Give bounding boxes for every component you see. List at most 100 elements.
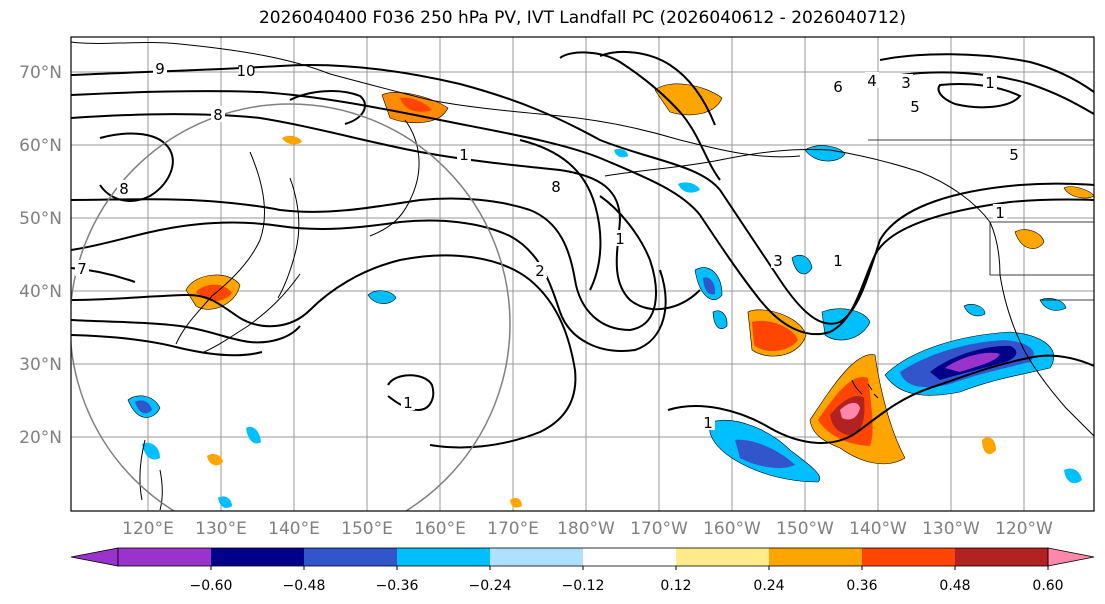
lat-tick-label: 50°N (19, 209, 62, 229)
contour-label: 1 (703, 414, 713, 432)
colorbar-tick-label: 0.12 (660, 578, 691, 594)
shade-negative-strong (735, 439, 795, 469)
contour-label: 1 (985, 74, 995, 92)
lat-tick-label: 60°N (19, 136, 62, 156)
contour-label: 7 (77, 260, 87, 278)
lon-tick-label: 120°E (122, 519, 174, 539)
pv-contour (71, 64, 1094, 325)
aleutians (604, 148, 831, 177)
shade-negative (712, 310, 728, 329)
pv-contour (71, 195, 657, 332)
contour-label: 9 (155, 60, 165, 78)
map-frame (70, 36, 1095, 512)
contour-label-bg (993, 204, 1007, 220)
colorbar-tick-label: 0.48 (939, 578, 970, 594)
pv-contour (71, 319, 301, 344)
pv-contour (71, 113, 701, 311)
contour-label-bg (75, 260, 89, 276)
colorbar-tick-label: 0.60 (1032, 578, 1063, 594)
landfall-radius-circle (71, 103, 511, 511)
colorbar-extend-min (70, 547, 119, 567)
contour-label: 1 (615, 230, 625, 248)
pv-contour (99, 132, 174, 202)
contour-label-bg (908, 98, 922, 114)
colorbar-tick-label: −0.36 (376, 578, 419, 594)
pv-contour (71, 219, 667, 352)
pv-contour (71, 334, 263, 357)
lon-tick-label: 160°E (414, 519, 466, 539)
contour-label: 2 (535, 262, 545, 280)
contour-label: 3 (773, 252, 783, 270)
shade-positive (982, 437, 996, 455)
contour-label-bg (239, 62, 253, 78)
contour-label-bg (401, 394, 415, 410)
pv-contour (559, 51, 721, 181)
lat-tick-label: 20°N (19, 428, 62, 448)
shade-negative (142, 442, 160, 460)
contour-label: 4 (867, 72, 877, 90)
lat-tick-label: 40°N (19, 282, 62, 302)
shade-negative-max (945, 352, 1000, 372)
colorbar-segment (583, 548, 677, 566)
shade-positive (282, 135, 302, 145)
pv-contour (879, 53, 1094, 93)
colorbar-tick-label: −0.48 (283, 578, 326, 594)
contour-label-bg (117, 180, 131, 196)
colorbar-segment (769, 548, 863, 566)
asian-coast (175, 151, 266, 345)
contour-label-bg (211, 106, 225, 122)
contour-label-bg (899, 74, 913, 90)
contour-label: 1 (833, 252, 843, 270)
shade-negative (791, 255, 813, 275)
shade-positive-max (840, 402, 860, 420)
shade-negative-strong (703, 277, 716, 295)
contour-label-bg (831, 78, 845, 94)
shade-negative (678, 182, 700, 193)
contour-label: 1 (459, 146, 469, 164)
lon-tick-label: 120°W (995, 519, 1053, 539)
lon-tick-label: 140°E (268, 519, 320, 539)
contour-label-bg (701, 414, 715, 430)
shade-positive-strong (752, 320, 798, 352)
contour-label: 8 (551, 178, 561, 196)
lon-tick-label: 130°E (195, 519, 247, 539)
colorbar-tick-label: 0.36 (846, 578, 877, 594)
shade-positive (510, 498, 522, 508)
lon-tick-label: 180°W (557, 519, 615, 539)
contour-label-bg (533, 262, 547, 278)
contour-label: 8 (119, 180, 129, 198)
pv-contour (667, 354, 1094, 444)
contour-label-bg (549, 178, 563, 194)
contour-label-bg (1007, 146, 1021, 162)
lon-tick-label: 150°E (341, 519, 393, 539)
colorbar-tick-label: −0.24 (469, 578, 512, 594)
hawaii (851, 379, 879, 399)
colorbar-tick-label: 0.24 (753, 578, 784, 594)
lat-tick-label: 70°N (19, 63, 62, 83)
contour-label-bg (771, 252, 785, 268)
pv-contour (599, 50, 716, 126)
lon-tick-label: 130°W (922, 519, 980, 539)
contour-labels: 9 10 8 7 8 1 1 5 1 8 2 3 1 6 5 4 3 1 1 1 (75, 60, 1021, 432)
colorbar-segment (955, 548, 1049, 566)
contour-label: 3 (901, 74, 911, 92)
shade-negative (218, 496, 232, 508)
contour-label-bg (865, 72, 879, 88)
shade-negative (1064, 468, 1082, 484)
shade-negative-strong (135, 400, 152, 414)
contour-label-bg (613, 230, 627, 246)
colorbar-segment (397, 548, 491, 566)
colorbar-tick-label: −0.60 (190, 578, 233, 594)
shade-negative (246, 426, 261, 444)
contour-label: 8 (213, 106, 223, 124)
contour-label-bg (983, 74, 997, 90)
lon-tick-label: 140°W (849, 519, 907, 539)
coastlines (71, 41, 1094, 511)
colorbar-extend-max (1047, 547, 1095, 567)
contour-label: 5 (910, 98, 920, 116)
lon-tick-label: 170°E (487, 519, 539, 539)
colorbar-segment (304, 548, 398, 566)
colorbar-segment (118, 548, 212, 566)
arctic-coast (71, 41, 801, 158)
